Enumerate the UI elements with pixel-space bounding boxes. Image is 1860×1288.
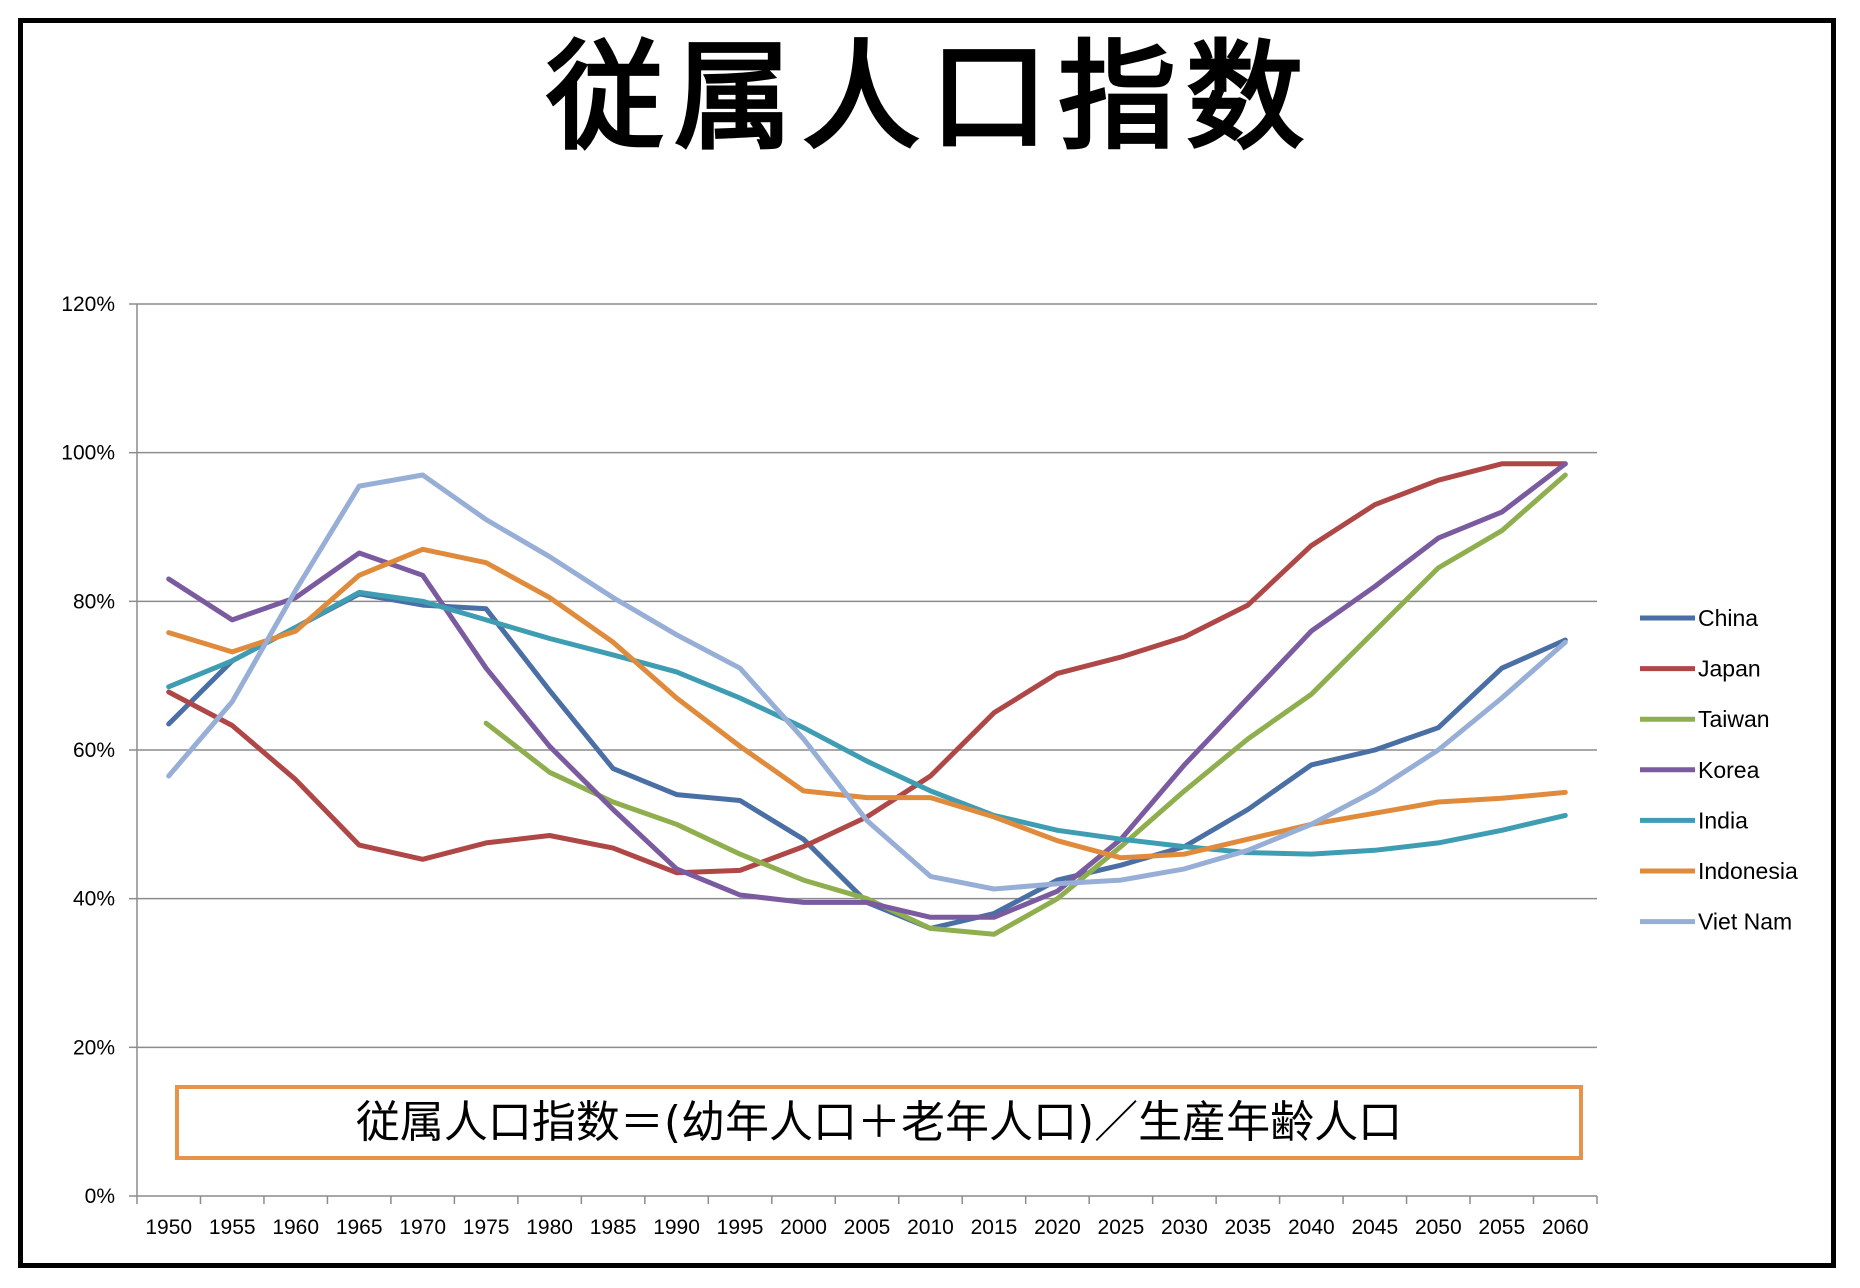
x-tick-label: 1970 xyxy=(399,1216,446,1239)
y-tick-label: 0% xyxy=(85,1185,115,1208)
y-tick-label: 100% xyxy=(61,442,115,465)
series-line-viet-nam xyxy=(166,472,1568,892)
x-tick-label: 1965 xyxy=(336,1216,383,1239)
series-line-korea xyxy=(166,461,1568,920)
series-line-india xyxy=(166,589,1568,857)
x-tick-label: 2020 xyxy=(1034,1216,1081,1239)
x-tick-label: 1950 xyxy=(145,1216,192,1239)
x-tick-label: 1980 xyxy=(526,1216,573,1239)
x-tick-label: 2005 xyxy=(844,1216,891,1239)
series-lines xyxy=(166,461,1568,937)
series-line-japan xyxy=(166,461,1568,876)
x-tick-label: 2035 xyxy=(1225,1216,1272,1239)
series-line-taiwan xyxy=(483,472,1568,937)
chart-frame xyxy=(18,18,1836,1268)
gridlines xyxy=(137,303,1597,1049)
y-tick-label: 40% xyxy=(73,888,115,911)
x-tick-label: 2045 xyxy=(1351,1216,1398,1239)
y-tick-label: 60% xyxy=(73,739,115,762)
y-tick-label: 120% xyxy=(61,293,115,316)
legend-label-india: India xyxy=(1698,807,1748,833)
legend-label-korea: Korea xyxy=(1698,757,1760,783)
axes: 0% 20% 40% 60% 80% 100% 120% 1950 1955 1960 1965 19… xyxy=(61,293,1598,1239)
x-tick-label: 2030 xyxy=(1161,1216,1208,1239)
legend: China Japan Taiwan Korea India Indonesia Viet … xyxy=(1640,605,1798,935)
y-tick-label: 20% xyxy=(73,1036,115,1059)
x-tick-label: 1985 xyxy=(590,1216,637,1239)
x-tick-label: 2060 xyxy=(1542,1216,1589,1239)
x-tick-label: 2010 xyxy=(907,1216,954,1239)
formula-note: 従属人口指数＝(幼年人口＋老年人口)／生産年齢人口 xyxy=(175,1085,1583,1160)
legend-label-taiwan: Taiwan xyxy=(1698,706,1770,732)
chart-title: 従属人口指数 xyxy=(545,28,1314,166)
legend-label-china: China xyxy=(1698,605,1758,631)
legend-label-japan: Japan xyxy=(1698,656,1761,682)
x-tick-label: 2000 xyxy=(780,1216,827,1239)
x-tick-label: 2015 xyxy=(971,1216,1018,1239)
x-tick-label: 1990 xyxy=(653,1216,700,1239)
y-tick-label: 80% xyxy=(73,590,115,613)
x-tick-label: 1995 xyxy=(717,1216,764,1239)
x-tick-label: 2050 xyxy=(1415,1216,1462,1239)
x-tick-label: 1960 xyxy=(272,1216,319,1239)
legend-label-indonesia: Indonesia xyxy=(1698,858,1798,884)
legend-label-viet-nam: Viet Nam xyxy=(1698,909,1792,935)
x-tick-label: 2040 xyxy=(1288,1216,1335,1239)
x-tick-label: 2055 xyxy=(1478,1216,1525,1239)
x-tick-label: 2025 xyxy=(1098,1216,1145,1239)
series-line-indonesia xyxy=(166,546,1568,861)
x-tick-label: 1975 xyxy=(463,1216,510,1239)
x-tick-label: 1955 xyxy=(209,1216,256,1239)
